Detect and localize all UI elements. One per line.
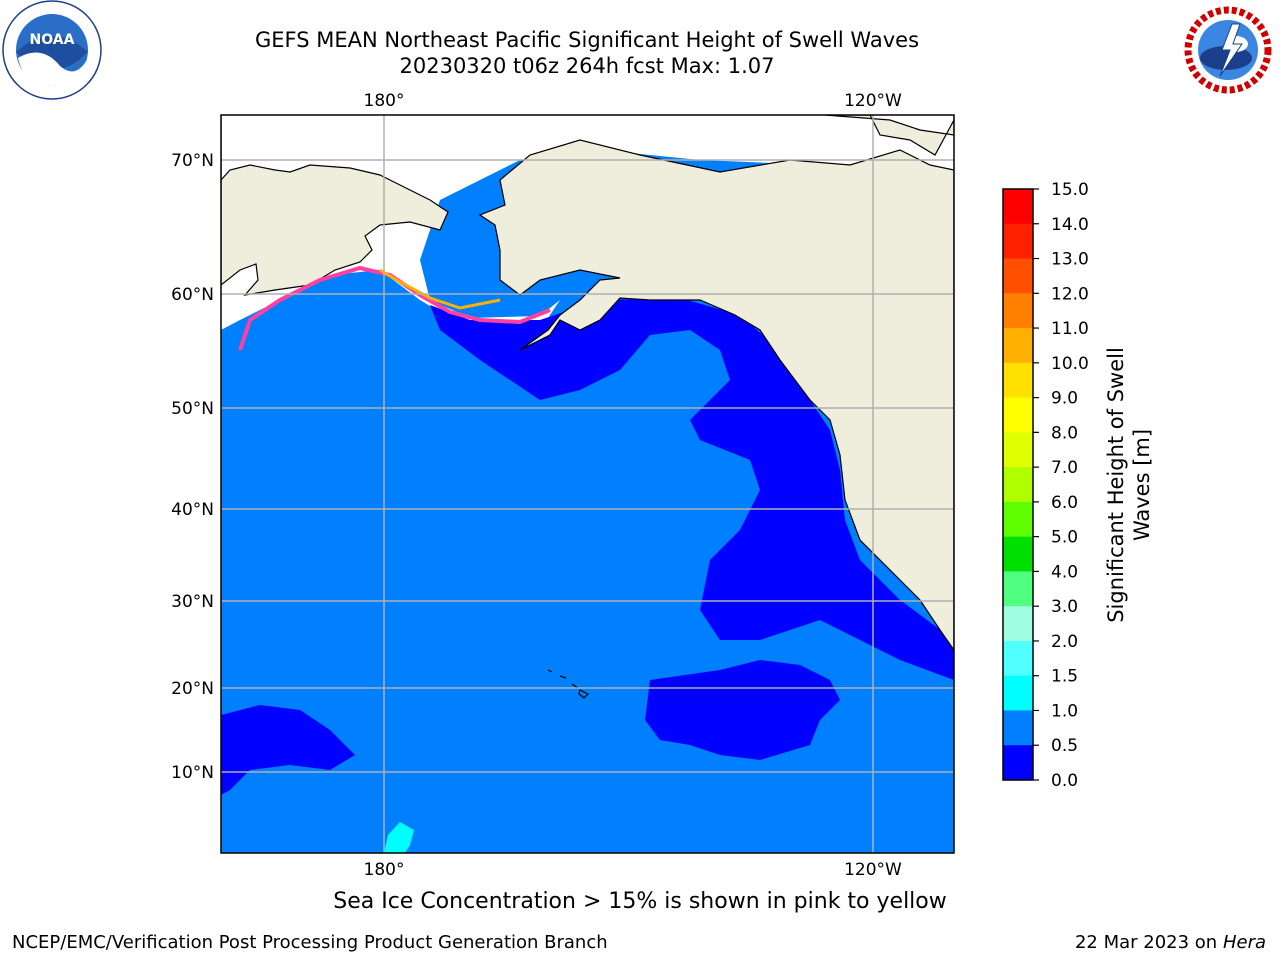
colorbar-tick-label: 4.0: [1051, 562, 1078, 582]
colorbar-segment: [1003, 328, 1033, 364]
lat-label-40n: 40°N: [171, 500, 214, 520]
colorbar-segment: [1003, 710, 1033, 746]
lat-label-50n: 50°N: [171, 399, 214, 419]
nws-logo: [1182, 4, 1274, 96]
map-title: GEFS MEAN Northeast Pacific Significant …: [254, 28, 920, 52]
low-swell-southwest: [221, 705, 355, 795]
colorbar: [1003, 189, 1033, 781]
colorbar-tick-label: 3.0: [1051, 597, 1078, 617]
graticule: [221, 115, 954, 853]
generation-date: 22 Mar 2023 on Hera: [1075, 932, 1266, 953]
colorbar-segment: [1003, 362, 1033, 399]
lat-label-20n: 20°N: [171, 679, 214, 699]
colorbar-segment: [1003, 223, 1033, 260]
host-name: Hera: [1222, 932, 1266, 953]
colorbar-segment: [1003, 189, 1033, 225]
low-swell-hawaii-east: [645, 660, 840, 760]
colorbar-segment: [1003, 571, 1033, 607]
colorbar-ticks: 15.0 14.0 13.0 12.0 11.0 10.0 9.0 8.0 7.0 6.0 5.0 4…: [1033, 180, 1089, 791]
ice-edge-yellow: [379, 268, 501, 310]
generation-date-text: 22 Mar 2023 on: [1074, 932, 1218, 953]
colorbar-tick-label: 1.5: [1051, 667, 1078, 687]
svg-text:NOAA: NOAA: [30, 32, 75, 48]
hawaii-islands: [547, 669, 590, 699]
map-subtitle: 20230320 t06z 264h fcst Max: 1.07: [399, 54, 775, 78]
land-alaska-canada: [478, 139, 954, 652]
colorbar-tick-label: 2.0: [1051, 632, 1078, 652]
colorbar-segment: [1003, 745, 1033, 781]
lon-label-top-180: 180°: [364, 91, 405, 111]
colorbar-tick-label: 13.0: [1051, 250, 1089, 270]
colorbar-segment: [1003, 606, 1033, 642]
colorbar-tick-label: 0.5: [1051, 736, 1078, 756]
lat-label-70n: 70°N: [171, 151, 214, 171]
colorbar-tick-label: 0.0: [1051, 771, 1078, 791]
land-siberia: [221, 115, 449, 296]
colorbar-tick-label: 14.0: [1051, 215, 1089, 235]
colorbar-title-line1: Significant Height of Swell: [1104, 347, 1128, 623]
sea-ice-region: [221, 115, 954, 350]
colorbar-tick-label: 1.0: [1051, 701, 1078, 721]
producer-credit: NCEP/EMC/Verification Post Processing Pr…: [12, 932, 608, 953]
colorbar-segment: [1003, 293, 1033, 329]
lat-label-60n: 60°N: [171, 285, 214, 305]
lat-label-10n: 10°N: [171, 763, 214, 783]
colorbar-tick-label: 9.0: [1051, 389, 1078, 409]
colorbar-frame: [1002, 188, 1034, 781]
colorbar-tick-label: 8.0: [1051, 423, 1078, 443]
colorbar-tick-label: 7.0: [1051, 458, 1078, 478]
lon-label-bottom-120w: 120°W: [844, 860, 902, 880]
colorbar-tick-label: 10.0: [1051, 354, 1089, 374]
colorbar-segment: [1003, 501, 1033, 538]
colorbar-tick-label: 6.0: [1051, 493, 1078, 513]
sea-ice-note: Sea Ice Concentration > 15% is shown in …: [333, 889, 947, 914]
lat-label-30n: 30°N: [171, 592, 214, 612]
lon-label-bottom-180: 180°: [364, 860, 405, 880]
low-swell-gulf-alaska: [430, 298, 954, 680]
colorbar-segment: [1003, 640, 1033, 677]
colorbar-tick-label: 11.0: [1051, 319, 1089, 339]
colorbar-title-line2: Waves [m]: [1130, 429, 1154, 541]
noaa-logo: NOAA: [2, 0, 102, 100]
lon-label-top-120w: 120°W: [844, 91, 902, 111]
colorbar-tick-label: 5.0: [1051, 528, 1078, 548]
colorbar-segment: [1003, 467, 1033, 503]
land-arctic-islands: [824, 115, 954, 156]
higher-swell-patch: [384, 822, 414, 853]
colorbar-segment: [1003, 258, 1033, 294]
map-frame: [220, 114, 955, 854]
colorbar-tick-label: 15.0: [1051, 180, 1089, 200]
colorbar-segment: [1003, 397, 1033, 433]
colorbar-segment: [1003, 675, 1033, 711]
colorbar-tick-label: 12.0: [1051, 284, 1089, 304]
colorbar-segment: [1003, 536, 1033, 572]
colorbar-segment: [1003, 432, 1033, 468]
